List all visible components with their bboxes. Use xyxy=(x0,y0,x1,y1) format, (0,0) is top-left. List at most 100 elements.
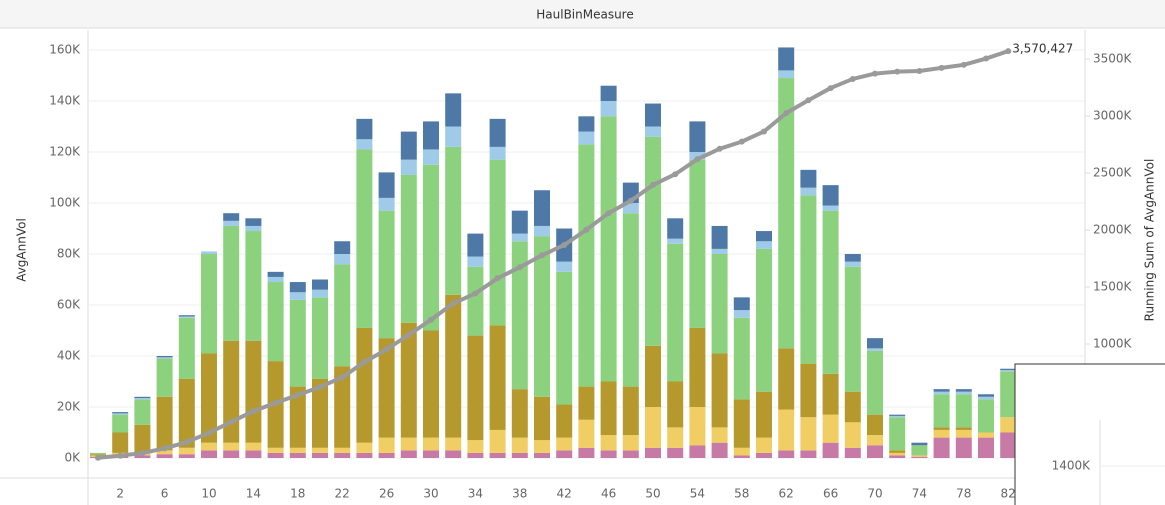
bar-segment xyxy=(223,220,240,226)
bar-segment xyxy=(756,391,772,438)
bar-segment xyxy=(445,93,462,127)
bar-segment xyxy=(378,197,395,211)
bar-segment xyxy=(844,422,861,448)
bar-segment xyxy=(889,417,906,451)
bar-segment xyxy=(600,116,617,382)
bar-segment xyxy=(822,414,839,443)
bar-segment xyxy=(489,429,506,453)
running-sum-point xyxy=(1005,48,1012,55)
chart-title: HaulBinMeasure xyxy=(536,8,634,22)
x-tick-label: 50 xyxy=(645,487,660,501)
bar-segment xyxy=(378,437,395,453)
bar-segment xyxy=(911,442,928,446)
bar-segment xyxy=(556,404,573,438)
bar-segment xyxy=(134,398,151,400)
bar-segment xyxy=(867,414,883,436)
bar-segment xyxy=(156,357,173,359)
bar-segment xyxy=(844,447,861,458)
bar-segment xyxy=(600,435,617,451)
y-tick-label: 0K xyxy=(64,451,81,465)
x-tick-label: 30 xyxy=(423,487,438,501)
bar-segment xyxy=(178,378,195,448)
bar-segment xyxy=(1000,417,1017,433)
bar-segment xyxy=(978,399,994,433)
bar-segment xyxy=(289,386,306,448)
bar-segment xyxy=(156,358,173,397)
x-tick-label: 10 xyxy=(201,487,216,501)
bar-segment xyxy=(911,445,928,456)
x-tick-label: 2 xyxy=(116,487,124,501)
bar-segment xyxy=(867,435,883,446)
bar-segment xyxy=(867,445,883,458)
bar-segment xyxy=(756,452,772,458)
bar-segment xyxy=(178,315,195,317)
bar-segment xyxy=(955,394,972,428)
bar-segment xyxy=(378,452,395,458)
bar-segment xyxy=(733,317,750,400)
bar-segment xyxy=(778,70,795,79)
bar-segment xyxy=(134,424,151,453)
bar-segment xyxy=(400,437,417,451)
bar-segment xyxy=(822,373,839,415)
running-sum-line xyxy=(97,49,1009,460)
bar-segment xyxy=(978,396,994,400)
bar-segment xyxy=(622,203,639,214)
y2-tick-label: 3000K xyxy=(1093,109,1133,123)
running-sum-point xyxy=(228,418,235,425)
x-tick-label: 54 xyxy=(690,487,705,501)
y-tick-label: 80K xyxy=(57,247,81,261)
y-tick-label: 120K xyxy=(49,145,81,159)
bar-segment xyxy=(112,413,129,415)
bar-segment xyxy=(711,248,728,254)
bar-segment xyxy=(844,261,861,267)
running-sum-point xyxy=(161,445,168,452)
bar-segment xyxy=(733,297,750,311)
bar-segment xyxy=(201,353,217,443)
bar-segment xyxy=(112,414,129,433)
bar-segment xyxy=(889,455,906,458)
bar-segment xyxy=(356,442,373,453)
bar-segment xyxy=(800,450,817,458)
bar-segment xyxy=(356,118,373,140)
bar-segment xyxy=(933,427,950,430)
bar-segment xyxy=(378,172,395,198)
bar-segment xyxy=(645,447,661,458)
bar-segment xyxy=(467,256,484,267)
bar-segment xyxy=(134,455,151,458)
bar-segment xyxy=(711,353,728,428)
bar-segment xyxy=(511,210,528,234)
running-sum-point xyxy=(428,316,434,323)
y2-axis-title: Running Sum of AvgAnnVol xyxy=(1143,159,1157,322)
y2-tick-label: 1000K xyxy=(1093,337,1133,351)
running-sum-point xyxy=(383,346,390,353)
x-tick-label: 70 xyxy=(867,487,882,501)
bar-segment xyxy=(134,399,151,425)
y-tick-label: 40K xyxy=(57,349,81,363)
bar-segment xyxy=(245,225,262,232)
running-sum-point xyxy=(938,64,945,71)
bar-segment xyxy=(622,386,639,436)
bar-segment xyxy=(423,437,439,451)
running-sum-point xyxy=(361,359,368,366)
bar-segment xyxy=(1000,432,1017,458)
overlay-window: 1400K xyxy=(1014,363,1165,505)
x-tick-label: 66 xyxy=(823,487,838,501)
bar-segment xyxy=(978,432,994,438)
bar-segment xyxy=(267,271,284,277)
bar-segment xyxy=(778,409,795,451)
bar-segment xyxy=(178,316,195,318)
bar-segment xyxy=(223,213,240,221)
bar-segment xyxy=(467,452,484,458)
bar-segment xyxy=(822,185,839,206)
bar-segment xyxy=(289,299,306,387)
bar-segment xyxy=(90,452,106,455)
bar-segment xyxy=(711,442,728,458)
bar-segment xyxy=(622,450,639,458)
x-tick-label: 22 xyxy=(335,487,350,501)
bar-segment xyxy=(156,450,173,455)
bar-segment xyxy=(178,454,195,458)
running-sum-point xyxy=(472,290,479,297)
bar-segment xyxy=(556,271,573,405)
bar-segment xyxy=(578,131,595,145)
